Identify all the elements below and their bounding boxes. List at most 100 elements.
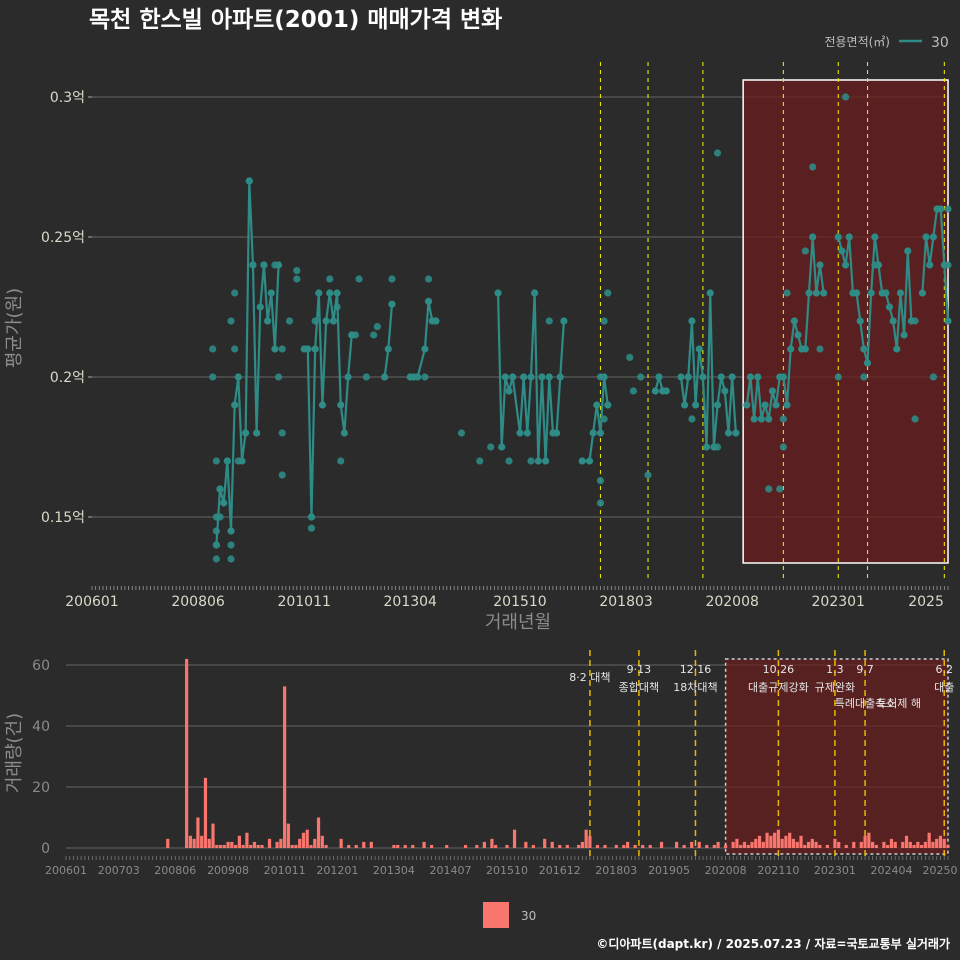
volume-bar [765, 832, 769, 848]
volume-bar [286, 823, 290, 848]
price-point [772, 401, 780, 409]
price-point [293, 267, 301, 275]
volume-bar [852, 841, 856, 848]
price-point [494, 289, 502, 297]
volume-bar [735, 838, 739, 848]
price-point [578, 457, 586, 465]
x-tick-label: 202008 [705, 594, 758, 610]
price-point [315, 289, 323, 297]
price-point [596, 429, 605, 437]
volume-bar [769, 835, 773, 848]
price-point [516, 429, 524, 437]
volume-bar [196, 817, 200, 848]
volume-bar [316, 817, 321, 848]
volume-bar [531, 844, 535, 848]
volume-bar [301, 832, 306, 848]
volume-bar [799, 835, 803, 848]
price-point [271, 261, 279, 269]
price-point [918, 289, 926, 297]
price-line-series [410, 300, 436, 379]
price-point [231, 345, 239, 353]
price-point [234, 457, 242, 465]
price-point [424, 297, 433, 305]
price-point [545, 373, 553, 381]
volume-bar [705, 844, 709, 848]
price-point [644, 471, 652, 479]
price-point [520, 373, 528, 381]
price-point [293, 275, 301, 283]
volume-bar [893, 841, 897, 848]
price-point [845, 233, 853, 241]
price-point [662, 387, 670, 395]
price-point [765, 415, 773, 423]
price-point [329, 317, 338, 325]
volume-bar [411, 844, 415, 848]
volume-bar [784, 835, 788, 848]
volume-bar [908, 841, 912, 848]
volume-bar [494, 844, 498, 848]
x-tick-label: 200601 [65, 594, 118, 610]
volume-bar [475, 844, 479, 848]
price-point [256, 303, 264, 311]
price-point [937, 205, 945, 213]
volume-bar [290, 844, 294, 848]
volume-bar [550, 841, 554, 848]
price-point [904, 247, 912, 255]
volume-x-tick-label: 20250 [923, 864, 958, 877]
volume-bar [871, 841, 875, 848]
volume-bar [690, 841, 694, 848]
price-line-series [679, 291, 737, 449]
price-point [776, 485, 784, 493]
price-point [805, 289, 813, 297]
price-point [922, 233, 930, 241]
volume-bar [675, 841, 679, 848]
volume-bar [339, 838, 343, 848]
volume-bar [927, 832, 931, 848]
volume-bar [780, 838, 784, 848]
price-point [684, 373, 692, 381]
price-point [212, 457, 220, 465]
price-point [534, 457, 542, 465]
price-point [212, 555, 220, 563]
price-point [267, 289, 275, 297]
price-point [783, 401, 791, 409]
price-point [713, 443, 722, 451]
volume-bar [445, 844, 449, 848]
volume-bar [505, 844, 509, 848]
volume-bar [844, 844, 848, 848]
volume-bar [603, 844, 607, 848]
price-line-series [383, 304, 394, 378]
volume-bar [524, 841, 528, 848]
volume-bar [938, 835, 943, 848]
price-point [728, 373, 736, 381]
volume-x-tick-label: 202301 [814, 864, 856, 877]
price-point [476, 457, 484, 465]
price-point [838, 247, 846, 255]
policy-annotation-text: 규제완화 [815, 681, 855, 694]
price-point [307, 524, 316, 532]
price-line-series [215, 179, 280, 546]
volume-bar [746, 844, 750, 848]
price-point [809, 233, 817, 241]
volume-bar [422, 841, 426, 848]
price-point [911, 415, 919, 423]
price-point [242, 429, 250, 437]
price-point [768, 387, 777, 395]
volume-bar [279, 838, 283, 848]
price-point [527, 373, 535, 381]
volume-bar [309, 844, 313, 848]
volume-bar [648, 844, 652, 848]
price-point [322, 317, 330, 325]
price-point [223, 457, 231, 465]
volume-y-tick-label: 20 [32, 780, 50, 796]
price-point [787, 345, 795, 353]
volume-bar [814, 841, 818, 848]
price-point [542, 457, 550, 465]
price-point [370, 331, 378, 339]
volume-bar [298, 838, 302, 848]
price-point [457, 429, 466, 437]
policy-annotation-date: 10.26 [763, 663, 795, 676]
price-point [779, 415, 787, 423]
price-point [337, 401, 345, 409]
